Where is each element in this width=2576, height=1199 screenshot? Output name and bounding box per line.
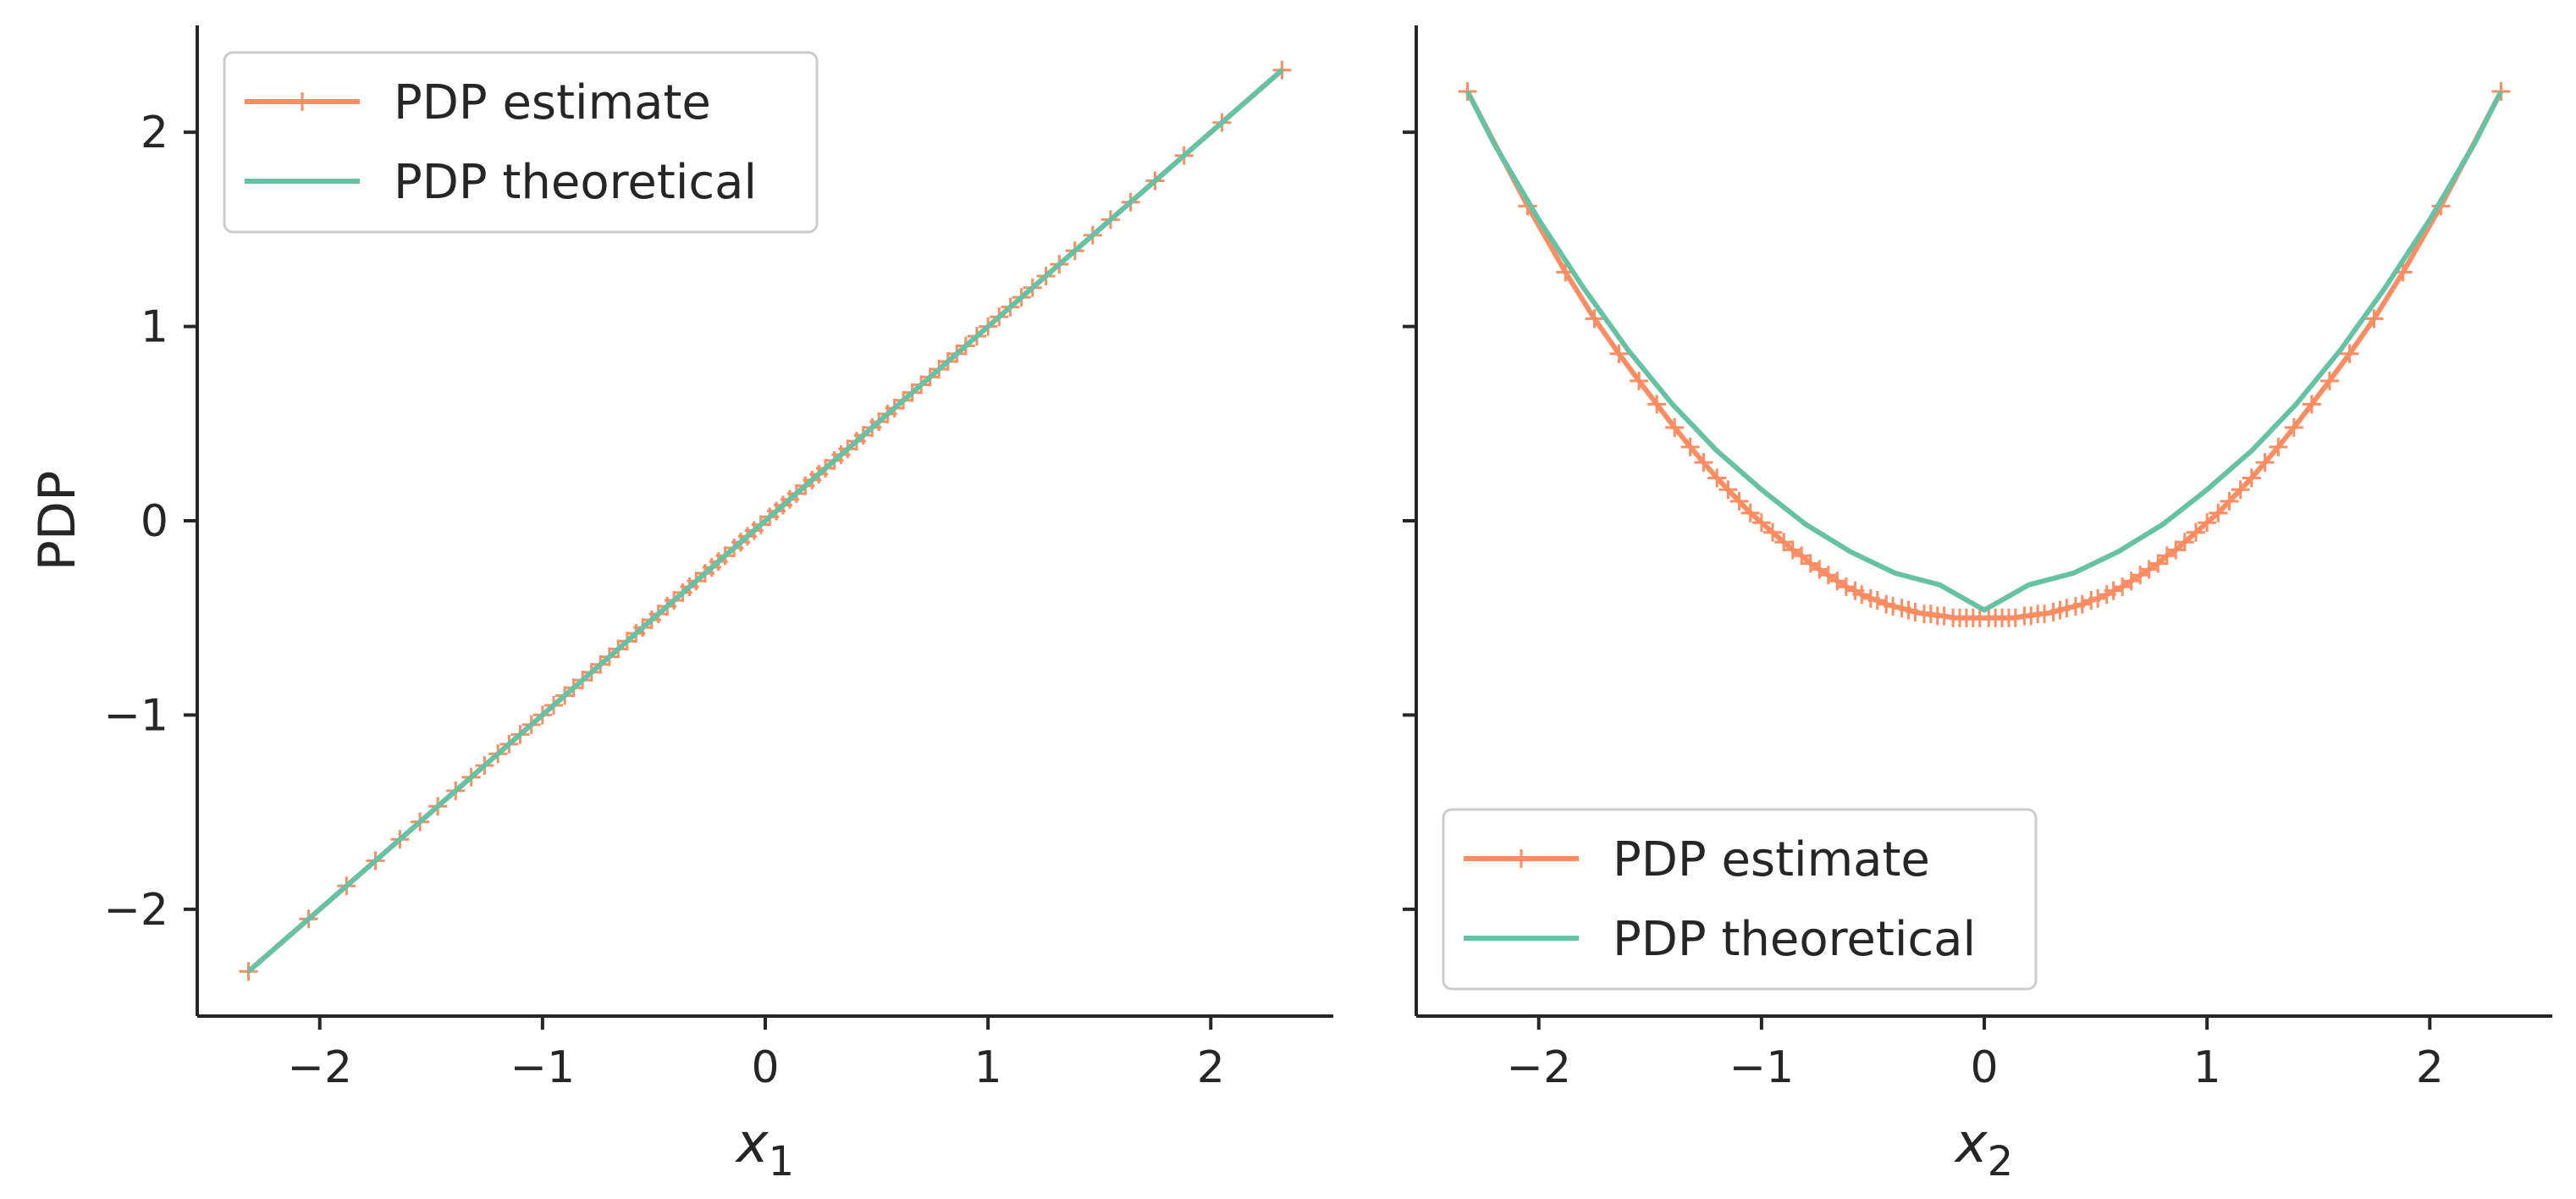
- legend-box: [1442, 808, 2038, 991]
- x-tick-label: −1: [510, 1042, 576, 1093]
- estimate-point: [1630, 371, 1649, 390]
- legend-label: PDP estimate: [394, 75, 711, 130]
- y-tick-label: 1: [141, 302, 168, 353]
- estimate-point: [1884, 596, 1903, 616]
- estimate-point: [2340, 344, 2359, 363]
- estimate-point: [2057, 599, 2077, 618]
- estimate-point: [239, 962, 258, 981]
- x-tick-label: 0: [751, 1042, 779, 1093]
- estimate-point: [2072, 594, 2092, 614]
- theoretical-line: [246, 68, 1284, 974]
- x-axis-label-base: x: [1954, 1113, 1989, 1175]
- estimate-point: [2104, 581, 2123, 600]
- estimate-point: [1272, 60, 1292, 80]
- x-axis-label-subscript: 2: [1988, 1138, 2014, 1185]
- estimate-point: [2088, 588, 2108, 608]
- estimate-point: [2186, 522, 2205, 542]
- y-tick-label: 0: [141, 496, 168, 547]
- estimate-point: [2269, 437, 2288, 456]
- x-axis-label: x2: [1954, 1113, 2013, 1185]
- x-tick-label: −2: [287, 1042, 352, 1093]
- x-axis-label-base: x: [735, 1113, 769, 1175]
- estimate-point: [2302, 395, 2321, 414]
- estimate-point: [1867, 591, 1887, 611]
- estimate-point: [2242, 468, 2261, 488]
- estimate-point: [2149, 554, 2168, 573]
- estimate-point: [1751, 513, 1771, 533]
- estimate-point: [1836, 577, 1856, 596]
- x-tick-label: 1: [974, 1042, 1002, 1093]
- estimate-point: [1718, 480, 1738, 500]
- estimate-point: [1647, 395, 1667, 414]
- estimate-point: [2209, 503, 2228, 522]
- estimate-point: [1934, 606, 1954, 626]
- x-tick-label: 2: [2416, 1042, 2444, 1093]
- y-tick-label: −2: [103, 885, 168, 936]
- estimate-point: [2284, 417, 2303, 437]
- x-tick-label: −1: [1729, 1042, 1795, 1093]
- estimate-point: [2231, 480, 2250, 500]
- estimate-point: [2220, 492, 2239, 511]
- x-tick-label: 1: [2193, 1042, 2221, 1093]
- estimate-point: [1774, 533, 1794, 552]
- x-axis-label: x1: [735, 1113, 794, 1185]
- y-axis-label: PDP: [28, 471, 87, 572]
- legend-label: PDP estimate: [1613, 832, 1930, 887]
- estimate-point: [2198, 513, 2217, 533]
- estimate-point: [1792, 546, 1812, 566]
- x-tick-label: −2: [1506, 1042, 1571, 1093]
- estimate-point: [2175, 533, 2194, 552]
- theoretical-line: [1465, 90, 2504, 613]
- legend-box: [223, 51, 819, 234]
- legend-estimate-marker: [293, 92, 312, 111]
- y-tick-label: 2: [141, 108, 168, 158]
- estimate-point: [1585, 309, 1604, 329]
- estimate-point: [1906, 602, 1925, 622]
- estimate-point: [2005, 608, 2025, 627]
- x-tick-label: 0: [1970, 1042, 1998, 1093]
- estimate-point: [1680, 437, 1700, 456]
- x-axis-label-subscript: 1: [769, 1138, 795, 1185]
- y-tick-label: −1: [103, 690, 168, 741]
- estimate-point: [1707, 468, 1727, 488]
- legend-label: PDP theoretical: [1613, 912, 1976, 967]
- estimate-point: [1729, 492, 1749, 511]
- estimate-point: [1609, 344, 1629, 363]
- legend: PDP estimate PDP theoretical: [223, 51, 819, 234]
- estimate-point: [2035, 605, 2055, 624]
- estimate-point: [2166, 540, 2186, 560]
- estimate-point: [1740, 503, 1760, 522]
- legend: PDP estimate PDP theoretical: [1442, 808, 2038, 991]
- estimate-point: [1852, 585, 1872, 605]
- legend-estimate-marker: [1512, 849, 1531, 868]
- estimate-point: [2255, 453, 2275, 472]
- estimate-point: [2320, 371, 2339, 390]
- legend-label: PDP theoretical: [394, 155, 757, 210]
- estimate-point: [2364, 309, 2384, 329]
- estimate-point: [1694, 453, 1713, 472]
- estimate-point: [1665, 417, 1685, 437]
- x-tick-label: 2: [1197, 1042, 1225, 1093]
- estimate-point: [1763, 522, 1783, 542]
